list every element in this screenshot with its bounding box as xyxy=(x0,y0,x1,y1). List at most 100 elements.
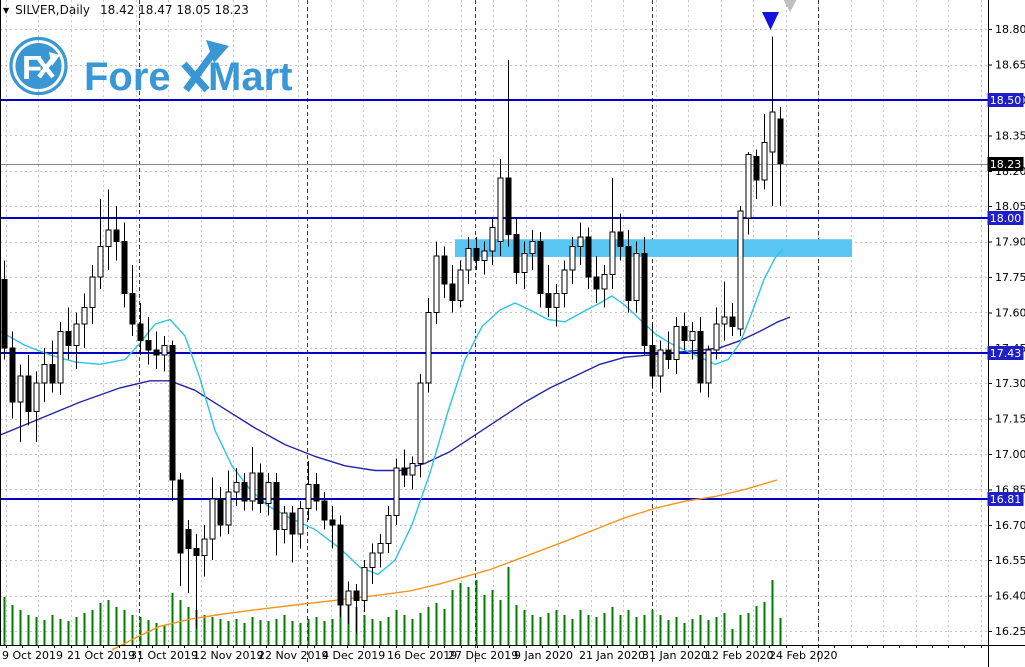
candle-body xyxy=(505,177,512,236)
candle-body xyxy=(9,347,16,403)
candle-body xyxy=(681,326,688,342)
volume-bar xyxy=(43,620,46,645)
level-price-box-17.43[interactable] xyxy=(987,346,1024,360)
volume-bar xyxy=(259,620,262,645)
volume-bar xyxy=(563,615,566,645)
volume-bar xyxy=(507,567,510,645)
level-price-box-16.81-text: 16.81 xyxy=(990,493,1022,506)
volume-bars xyxy=(3,567,782,645)
volume-bar xyxy=(707,620,710,645)
candle-body xyxy=(713,323,720,351)
volume-bar xyxy=(131,615,134,645)
volume-bar xyxy=(515,605,518,645)
ma-slow-orange xyxy=(111,479,778,651)
date-tick-label: 21 Jan 2020 xyxy=(579,649,645,662)
level-price-box-18.00-text: 18.00 xyxy=(990,212,1022,225)
candle-body xyxy=(553,293,560,309)
candle-body xyxy=(169,344,176,481)
volume-bar xyxy=(363,615,366,645)
volume-bar xyxy=(171,593,174,645)
candle-body xyxy=(633,252,640,302)
volume-bar xyxy=(411,619,414,645)
volume-bar xyxy=(107,600,110,645)
volume-bar xyxy=(307,619,310,645)
candle-body xyxy=(649,344,656,377)
volume-bar xyxy=(747,613,750,645)
symbol-dropdown-icon[interactable]: ▼ xyxy=(3,5,10,15)
volume-bar xyxy=(779,618,782,645)
candle-body xyxy=(489,226,496,252)
volume-bar xyxy=(571,619,574,645)
volume-bar xyxy=(731,629,734,645)
candle-body xyxy=(241,481,248,502)
candle-body xyxy=(473,248,480,261)
candle-body xyxy=(737,210,744,330)
volume-bar xyxy=(331,619,334,645)
volume-bar xyxy=(203,615,206,645)
volume-bar xyxy=(755,606,758,645)
candle-body xyxy=(657,349,664,377)
candle-body xyxy=(761,141,768,181)
price-tick-label: 17.00 xyxy=(995,448,1025,461)
volume-bar xyxy=(51,615,54,645)
candle-body xyxy=(289,512,296,535)
candle-body xyxy=(249,472,256,502)
price-tick-label: 17.15 xyxy=(995,413,1025,426)
volume-bar xyxy=(499,600,502,645)
volume-bar xyxy=(659,615,662,645)
volume-bar xyxy=(371,619,374,645)
symbol-timeframe-label: SILVER,Daily xyxy=(15,3,90,17)
date-tick-label: 31 Oct 2019 xyxy=(130,649,198,662)
volume-bar xyxy=(35,617,38,645)
volume-bar xyxy=(611,607,614,645)
candle-body xyxy=(697,330,704,384)
ma-fast-cyan xyxy=(0,248,784,576)
volume-bar xyxy=(683,623,686,645)
volume-bar xyxy=(627,610,630,645)
price-tick-label: 16.70 xyxy=(995,519,1025,532)
resistance-zone-rectangle[interactable] xyxy=(455,239,852,257)
candle-body xyxy=(569,245,576,271)
candle-body xyxy=(321,500,328,521)
candle-body xyxy=(385,514,392,545)
current-price-box[interactable] xyxy=(987,157,1024,171)
candle-body xyxy=(689,330,696,342)
candle-body xyxy=(113,229,120,243)
volume-bar xyxy=(443,609,446,645)
candle-body xyxy=(561,269,568,295)
candle-body xyxy=(425,311,432,384)
candle-body xyxy=(105,229,112,247)
volume-bar xyxy=(699,615,702,645)
volume-bar xyxy=(379,621,382,645)
price-tick-label: 16.25 xyxy=(995,625,1025,638)
candle-body xyxy=(257,472,264,505)
candle-body xyxy=(297,507,304,535)
volume-bar xyxy=(211,617,214,645)
volume-bar xyxy=(531,615,534,645)
candle-body xyxy=(609,231,616,276)
candle-body xyxy=(585,236,592,278)
volume-bar xyxy=(99,603,102,645)
triangle-down-marker[interactable] xyxy=(762,12,779,30)
volume-bar xyxy=(691,619,694,645)
date-tick-label: 9 Oct 2019 xyxy=(2,649,63,662)
candle-body xyxy=(481,250,488,261)
triangle-down-partial-marker[interactable] xyxy=(783,0,797,12)
date-tick-label: 27 Dec 2019 xyxy=(448,649,518,662)
volume-bar xyxy=(395,610,398,645)
level-price-box-18.50[interactable] xyxy=(987,93,1024,107)
candle-body xyxy=(497,177,504,243)
level-price-box-16.81[interactable] xyxy=(987,492,1024,506)
date-tick-label: 12 Nov 2019 xyxy=(193,649,263,662)
volume-bar xyxy=(75,617,78,645)
svg-text:F: F xyxy=(22,49,42,86)
level-price-box-18.00[interactable] xyxy=(987,211,1024,225)
candle-body xyxy=(145,340,152,351)
forexmart-logo: F Fore Mart xyxy=(9,36,292,99)
candle-body xyxy=(121,241,128,295)
candle-body xyxy=(337,524,344,606)
date-tick-label: 31 Jan 2020 xyxy=(642,649,708,662)
price-tick-label: 17.75 xyxy=(995,271,1025,284)
volume-bar xyxy=(219,619,222,645)
